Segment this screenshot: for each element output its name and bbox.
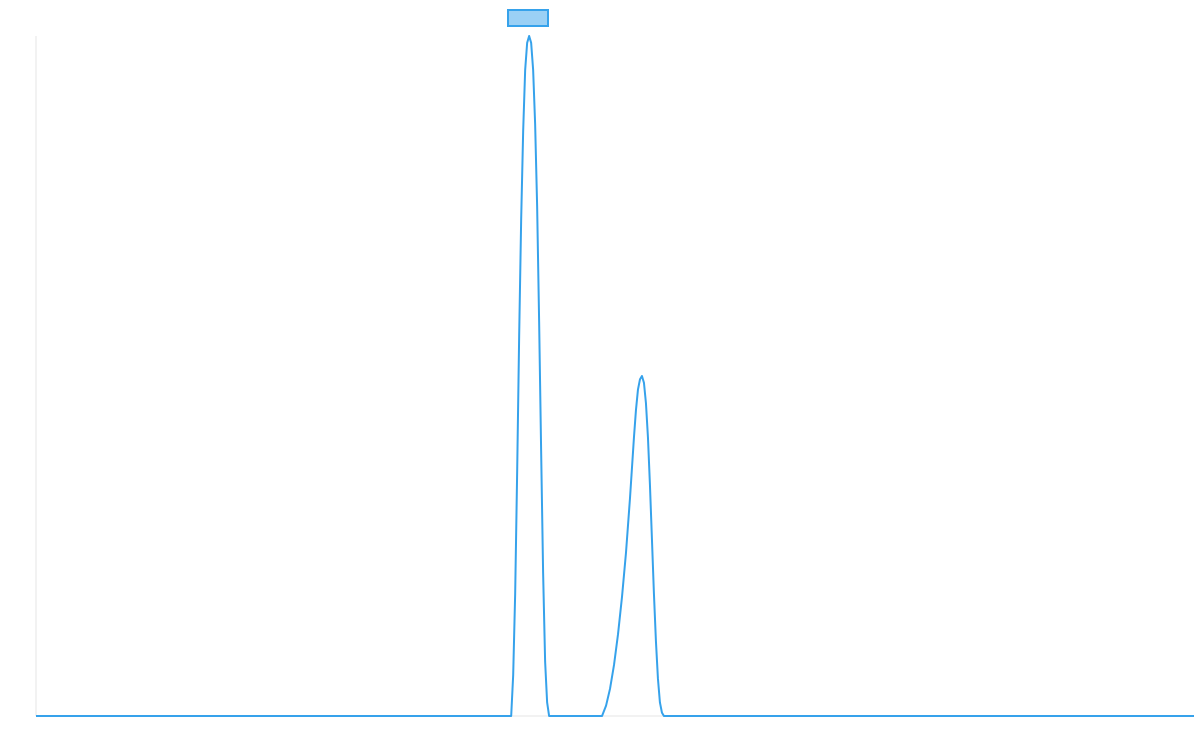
axes <box>35 36 1194 717</box>
legend-swatch[interactable] <box>507 9 549 27</box>
series-layer <box>36 35 1194 717</box>
series-line-0 <box>36 35 1194 717</box>
legend[interactable] <box>507 9 549 27</box>
